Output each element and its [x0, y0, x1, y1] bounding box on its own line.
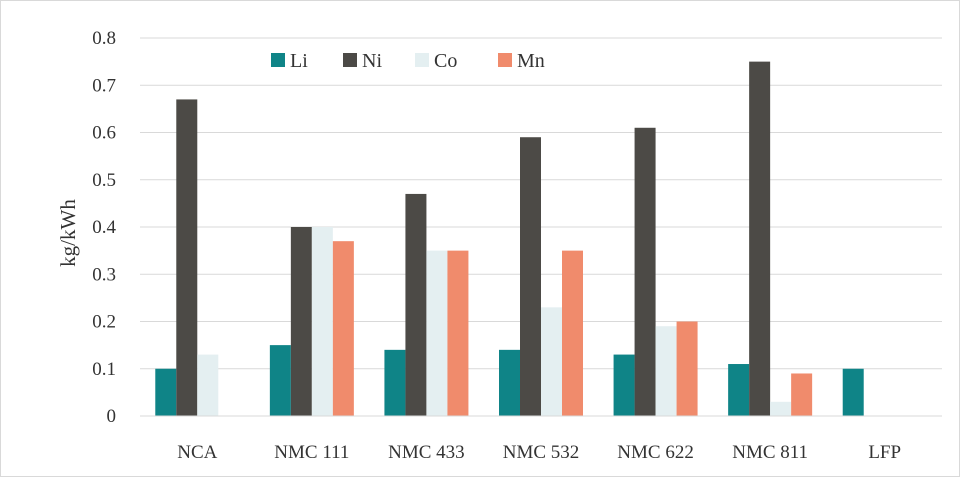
bar-co-nmc-811 — [770, 401, 792, 416]
x-category-label: NMC 622 — [617, 442, 694, 463]
y-tick-label: 0.4 — [92, 217, 116, 238]
y-tick-label: 0.3 — [92, 264, 116, 285]
y-tick-label: 0 — [107, 406, 117, 427]
bar-li-nmc-433 — [384, 349, 406, 416]
bar-co-nmc-111 — [311, 227, 333, 416]
bar-co-nmc-622 — [655, 326, 677, 416]
bar-li-nmc-111 — [269, 345, 291, 416]
legend-swatch-mn — [498, 53, 512, 67]
y-axis-title: kg/kWh — [56, 199, 80, 267]
bar-ni-nca — [176, 99, 198, 417]
y-tick-label: 0.7 — [92, 75, 116, 96]
x-category-label: NMC 111 — [274, 442, 349, 463]
legend-label-mn: Mn — [517, 50, 545, 72]
x-category-label: NCA — [177, 442, 217, 463]
bar-li-nmc-622 — [613, 354, 635, 416]
x-category-label: NMC 433 — [388, 442, 465, 463]
x-category-label: NMC 811 — [732, 442, 808, 463]
bar-mn-nmc-111 — [332, 241, 354, 416]
bar-co-nmc-433 — [426, 250, 448, 416]
bar-li-nca — [155, 368, 177, 416]
bar-li-nmc-532 — [499, 349, 520, 416]
x-category-label: NMC 532 — [503, 442, 580, 463]
bar-co-nmc-532 — [541, 307, 562, 416]
bar-mn-nmc-811 — [791, 373, 813, 416]
axes: 0 0.1 0.2 0.3 0.4 0.5 0.6 0.7 0.8 NCA NMC 111 NMC 4… — [92, 28, 942, 463]
legend-swatch-ni — [343, 53, 357, 67]
legend-label-ni: Ni — [362, 50, 382, 72]
bar-mn-nmc-433 — [447, 250, 469, 416]
bar-li-nmc-811 — [728, 364, 750, 416]
y-tick-label: 0.2 — [92, 312, 116, 333]
bar-ni-nmc-532 — [520, 137, 541, 416]
y-tick-label: 0.6 — [92, 123, 116, 144]
bar-ni-nmc-433 — [405, 193, 427, 416]
legend: Li Ni Co Mn — [271, 50, 545, 72]
bars — [155, 61, 864, 417]
legend-label-co: Co — [434, 50, 457, 72]
bar-mn-nmc-622 — [676, 321, 698, 416]
bar-ni-nmc-622 — [634, 127, 656, 417]
bar-mn-nmc-532 — [562, 250, 583, 416]
legend-swatch-co — [415, 53, 429, 67]
legend-swatch-li — [271, 53, 285, 67]
y-tick-label: 0.5 — [92, 170, 116, 191]
bar-ni-nmc-811 — [749, 61, 771, 416]
y-tick-label: 0.1 — [92, 359, 116, 380]
bar-li-lfp — [842, 368, 864, 416]
x-category-label: LFP — [868, 442, 901, 463]
legend-label-li: Li — [290, 50, 308, 72]
bar-ni-nmc-111 — [290, 227, 312, 416]
y-tick-label: 0.8 — [92, 28, 116, 49]
bar-co-nca — [197, 354, 219, 416]
